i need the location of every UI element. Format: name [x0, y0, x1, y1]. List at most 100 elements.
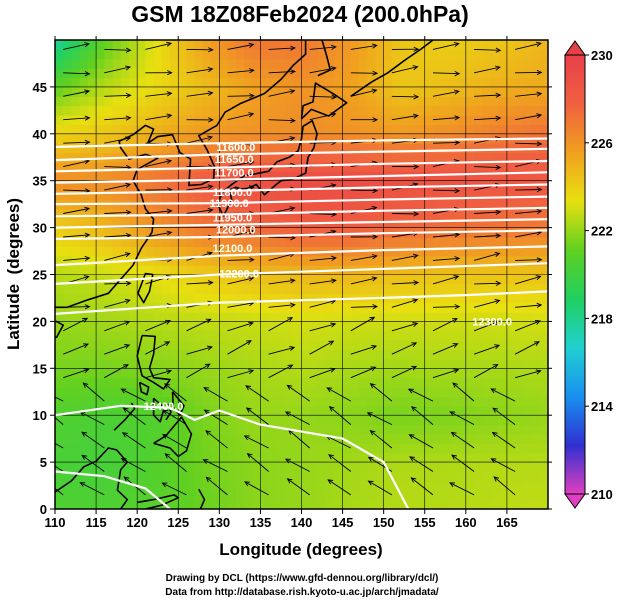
field-cell [260, 40, 270, 50]
field-cell [498, 312, 508, 322]
field-cell [326, 96, 335, 107]
streamline [492, 407, 516, 425]
streamline-arrow [125, 232, 132, 239]
field-cell [260, 349, 270, 360]
field-cell [96, 180, 105, 191]
field-cell [55, 40, 64, 50]
field-cell [87, 274, 97, 285]
field-cell [400, 340, 409, 351]
field-cell [498, 424, 508, 435]
field-cell [334, 77, 344, 88]
field-cell [202, 312, 212, 322]
field-cell [211, 321, 220, 332]
field-cell [474, 433, 483, 444]
streamline-arrow [164, 453, 171, 459]
field-cell [120, 424, 130, 435]
field-cell [531, 293, 541, 304]
field-cell [161, 302, 171, 313]
field-cell [161, 236, 171, 247]
field-cell [326, 462, 335, 473]
field-cell [531, 161, 541, 172]
contour-label: 11950.0 [213, 212, 252, 224]
field-cell [120, 208, 130, 219]
contour-11700.0 [55, 159, 548, 173]
field-cell [334, 274, 344, 285]
field-cell [408, 480, 418, 491]
field-cell [170, 218, 179, 229]
field-cell [449, 462, 459, 473]
field-cell [63, 49, 73, 60]
field-cell [531, 171, 541, 182]
field-cell [153, 283, 163, 294]
field-cell [153, 227, 163, 238]
field-cell [285, 490, 294, 501]
field-cell [506, 171, 516, 182]
field-cell [539, 499, 548, 509]
field-cell [128, 452, 138, 463]
field-cell [186, 499, 196, 509]
field-cell [317, 293, 327, 304]
field-cell [194, 349, 204, 360]
field-cell [71, 227, 81, 238]
field-cell [211, 124, 220, 135]
field-cell [515, 171, 524, 182]
field-cell [87, 124, 97, 135]
field-cell [326, 490, 335, 501]
field-cell [309, 302, 319, 313]
field-cell [276, 452, 286, 463]
field-cell [506, 471, 516, 482]
field-cell [342, 236, 352, 247]
streamline [204, 409, 228, 425]
field-cell [153, 499, 163, 509]
field-cell [490, 49, 500, 60]
field-cell [235, 312, 245, 322]
field-cell [153, 443, 163, 454]
field-cell [350, 312, 360, 322]
field-cell [194, 462, 204, 473]
field-cell [416, 190, 426, 201]
field-cell [87, 133, 97, 144]
streamline [287, 478, 310, 496]
field-cell [178, 124, 188, 135]
field-cell [326, 49, 335, 60]
field-cell [252, 490, 262, 501]
field-cell [63, 58, 73, 69]
field-cell [293, 255, 303, 266]
field-cell [317, 133, 327, 144]
field-cell [342, 180, 352, 191]
field-cell [367, 133, 377, 144]
field-cell [153, 96, 163, 107]
field-cell [359, 443, 368, 454]
field-cell [523, 330, 533, 341]
field-cell [120, 77, 130, 88]
field-cell [112, 358, 122, 369]
field-cell [367, 180, 377, 191]
field-cell [276, 58, 286, 69]
streamline [63, 306, 90, 308]
streamline-arrow [246, 452, 253, 459]
streamline [268, 253, 295, 261]
field-cell [96, 105, 105, 116]
field-cell [293, 115, 303, 126]
field-cell [498, 143, 508, 154]
field-cell [243, 340, 253, 351]
field-cell [252, 340, 262, 351]
field-cell [112, 490, 122, 501]
streamline [63, 72, 90, 75]
field-cell [391, 199, 401, 210]
field-cell [252, 274, 262, 285]
field-cell [276, 274, 286, 285]
field-cell [342, 199, 352, 210]
field-cell [506, 283, 516, 294]
field-cell [293, 340, 303, 351]
field-cell [243, 199, 253, 210]
field-cell [482, 265, 492, 276]
field-cell [474, 190, 483, 201]
field-cell [153, 471, 163, 482]
field-cell [531, 433, 541, 444]
field-cell [498, 443, 508, 454]
field-cell [457, 161, 467, 172]
streamline [63, 160, 90, 168]
field-cell [432, 152, 442, 163]
field-cell [202, 171, 212, 182]
